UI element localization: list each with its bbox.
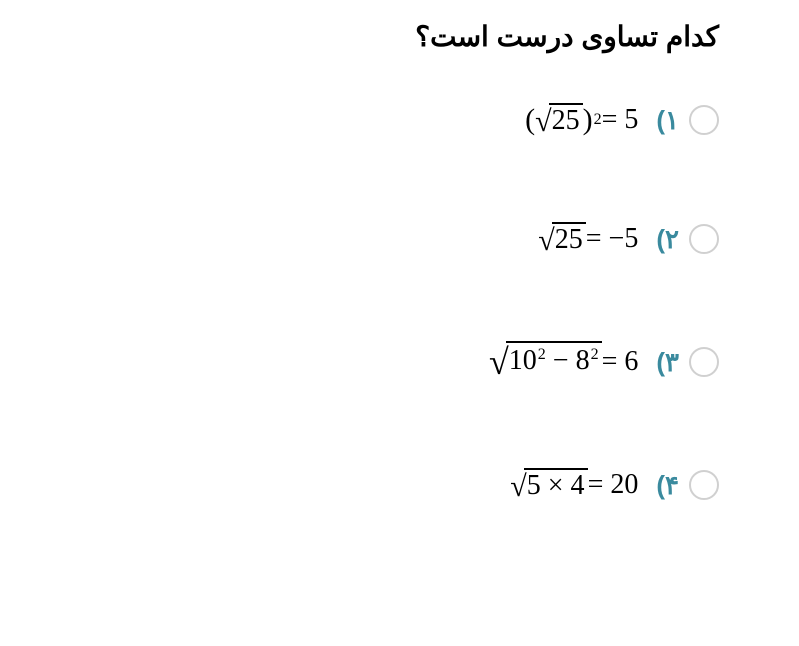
math-expression-2: √ 25 = −5 [538, 222, 638, 256]
open-paren: ( [525, 103, 535, 137]
sqrt-icon: √ 5 × 4 [510, 468, 587, 502]
exp-2: 2 [591, 346, 599, 363]
math-expression-4: √ 5 × 4 = 20 [510, 468, 638, 502]
sqrt-content: 5 × 4 [524, 468, 588, 502]
option-4[interactable]: ۴) √ 5 × 4 = 20 [40, 468, 719, 502]
equals-part: = 20 [588, 469, 639, 501]
exp-1: 2 [538, 346, 546, 363]
option-number-2: ۲) [656, 224, 679, 255]
minus: − [546, 345, 576, 376]
option-number-3: ۳) [656, 347, 679, 378]
sqrt-icon: √ 25 [538, 222, 585, 256]
radio-icon[interactable] [689, 105, 719, 135]
question-title: کدام تساوی درست است؟ [40, 20, 719, 53]
option-1[interactable]: ۱) ( √ 25 ) 2 = 5 [40, 103, 719, 137]
option-number-4: ۴) [656, 470, 679, 501]
base-1: 10 [509, 345, 537, 376]
base-2: 8 [576, 345, 590, 376]
radical-symbol: √ [510, 470, 526, 504]
option-number-1: ۱) [656, 105, 679, 136]
radical-symbol: √ [535, 105, 551, 139]
radio-icon[interactable] [689, 470, 719, 500]
sqrt-content: 102 − 82 [506, 341, 602, 377]
radical-symbol: √ [538, 224, 554, 258]
sqrt-content: 25 [549, 103, 583, 137]
exponent: 2 [594, 111, 602, 129]
sqrt-content: 25 [552, 222, 586, 256]
sqrt-icon: √ 25 [535, 103, 582, 137]
sqrt-icon: √ 102 − 82 [489, 341, 602, 383]
option-2[interactable]: ۲) √ 25 = −5 [40, 222, 719, 256]
option-3[interactable]: ۳) √ 102 − 82 = 6 [40, 341, 719, 383]
radio-icon[interactable] [689, 224, 719, 254]
equals-part: = 5 [602, 104, 639, 136]
radical-symbol: √ [489, 341, 509, 383]
math-expression-1: ( √ 25 ) 2 = 5 [525, 103, 638, 137]
radio-icon[interactable] [689, 347, 719, 377]
equals-part: = −5 [586, 223, 639, 255]
equals-part: = 6 [602, 346, 639, 378]
close-paren: ) [583, 103, 593, 137]
math-expression-3: √ 102 − 82 = 6 [489, 341, 638, 383]
